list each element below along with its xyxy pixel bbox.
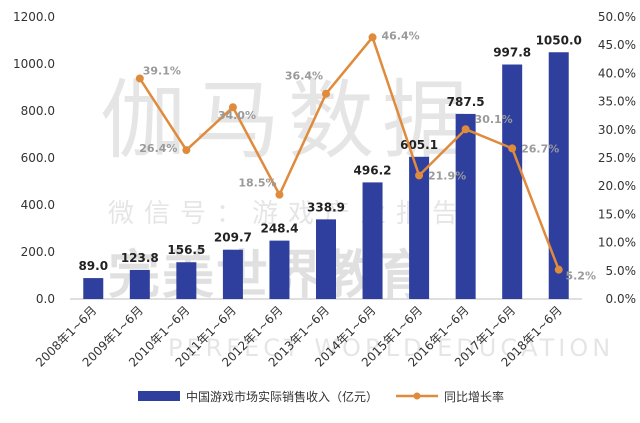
bar (129, 269, 150, 299)
y-left-tick-label: 1200.0 (13, 10, 55, 24)
bar (222, 249, 243, 299)
growth-point (461, 125, 470, 134)
y-right-tick-label: 25.0% (598, 151, 636, 165)
growth-point (182, 146, 191, 155)
bar (83, 278, 104, 299)
y-right-tick-label: 15.0% (598, 207, 636, 221)
growth-point (554, 265, 563, 274)
bar (362, 182, 383, 299)
legend-label-line: 同比增长率 (444, 389, 504, 404)
legend-swatch-bar (138, 391, 180, 401)
watermark-brand-english: PERFECT WORLD EDUCATION (168, 334, 614, 362)
y-right-tick-label: 30.0% (598, 123, 636, 137)
legend-swatch-marker (413, 392, 421, 400)
growth-value-label: 30.1% (475, 113, 513, 126)
bar (502, 64, 523, 299)
growth-value-label: 5.2% (565, 270, 596, 283)
line-series: 39.1% 26.4% 34.0% 18.5% 36.4% 46.4% 21.9% 30.1%… (135, 29, 596, 283)
bar (409, 156, 430, 299)
y-left-tick-label: 600.0 (21, 151, 55, 165)
bar (548, 52, 569, 299)
bar (455, 113, 476, 299)
y-left-tick-label: 400.0 (21, 198, 55, 212)
y-right-tick-label: 0.0% (606, 292, 637, 306)
watermark-subtitle: 微信号：游戏产业报告 (108, 199, 468, 229)
growth-value-label: 39.1% (143, 64, 181, 77)
growth-value-label: 36.4% (285, 70, 323, 83)
watermark-title: 伽马数据 (100, 71, 476, 171)
y-right-tick-label: 20.0% (598, 179, 636, 193)
y-right-tick-label: 35.0% (598, 95, 636, 109)
bar-value-label: 496.2 (354, 163, 392, 177)
growth-value-label: 46.4% (381, 29, 419, 42)
bar-value-label: 1050.0 (536, 33, 582, 47)
bar-value-label: 209.7 (214, 231, 252, 245)
bar-value-label: 248.4 (260, 222, 298, 236)
bar-series: 89.0123.8156.5209.7248.4338.9496.2605.17… (78, 33, 582, 299)
growth-value-label: 21.9% (428, 169, 466, 182)
bar (316, 219, 336, 299)
y-right-tick-label: 10.0% (598, 236, 636, 250)
bar (176, 262, 197, 299)
legend: 中国游戏市场实际销售收入（亿元） 同比增长率 (138, 389, 504, 404)
y-left-tick-label: 200.0 (21, 245, 55, 259)
growth-line (138, 34, 560, 271)
growth-point (415, 171, 424, 180)
growth-point (508, 144, 517, 153)
bar-value-label: 787.5 (447, 95, 485, 109)
growth-value-label: 26.4% (139, 142, 177, 155)
y-right-tick-label: 50.0% (598, 10, 636, 24)
y-left-tick-label: 0.0 (36, 292, 55, 306)
growth-point (275, 190, 284, 199)
bar-value-label: 156.5 (167, 243, 205, 257)
growth-point (135, 74, 144, 83)
bar-value-label: 89.0 (78, 259, 108, 273)
growth-point (322, 89, 330, 98)
bar (269, 240, 290, 299)
bar-value-label: 123.8 (121, 251, 159, 265)
growth-point (228, 103, 237, 112)
y-right-tick-label: 45.0% (598, 38, 636, 52)
y-left-tick-label: 800.0 (21, 104, 55, 118)
y-left-tick-label: 1000.0 (13, 57, 55, 71)
bar-value-label: 338.9 (307, 200, 345, 214)
growth-value-label: 18.5% (238, 177, 276, 190)
bar-value-label: 997.8 (493, 46, 531, 60)
legend-label-bar: 中国游戏市场实际销售收入（亿元） (186, 389, 378, 404)
y-right-tick-label: 5.0% (606, 264, 637, 278)
y-right-tick-label: 40.0% (598, 66, 636, 80)
growth-value-label: 26.7% (521, 142, 559, 155)
growth-point (368, 33, 377, 42)
growth-value-label: 34.0% (218, 109, 256, 122)
axes: 0.0 200.0 400.0 600.0 800.0 1000.0 1200.0 0.0% 5… (13, 10, 636, 370)
